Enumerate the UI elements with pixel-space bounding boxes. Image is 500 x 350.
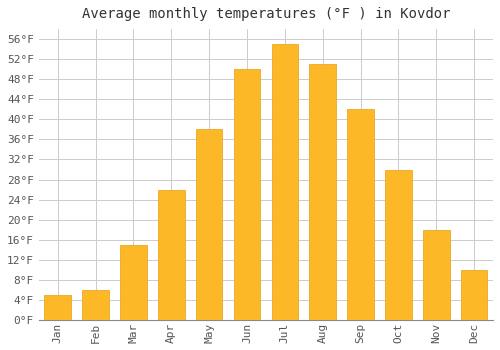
Bar — [385, 169, 411, 320]
Title: Average monthly temperatures (°F ) in Kovdor: Average monthly temperatures (°F ) in Ko… — [82, 7, 450, 21]
Bar — [310, 64, 336, 320]
Bar — [196, 130, 222, 320]
Bar — [423, 230, 450, 320]
Bar — [348, 109, 374, 320]
Bar — [158, 190, 184, 320]
Bar — [234, 69, 260, 320]
Bar — [461, 270, 487, 320]
Bar — [82, 290, 109, 320]
Bar — [44, 295, 71, 320]
Bar — [272, 44, 298, 320]
Bar — [120, 245, 146, 320]
